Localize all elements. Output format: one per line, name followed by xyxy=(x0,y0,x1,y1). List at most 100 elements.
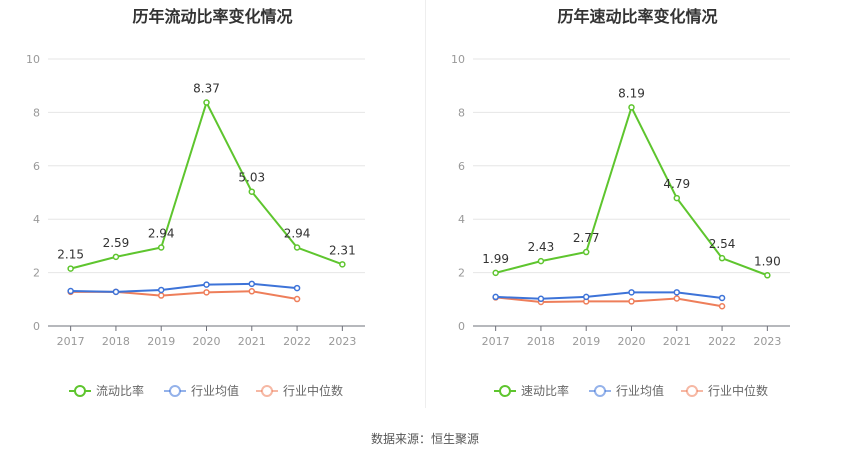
x-tick-label: 2022 xyxy=(708,335,736,348)
legend-circle-marker xyxy=(594,385,606,397)
data-point xyxy=(293,295,301,303)
chart-svg-current-ratio: 0 2 4 6 8 10 2017 2018 2019 2020 2021 2022 2023 2.15 2… xyxy=(26,53,365,398)
legend-item[interactable]: 速动比率 xyxy=(494,383,569,398)
data-label: 2.31 xyxy=(329,243,356,257)
y-tick-label: 2 xyxy=(33,267,40,280)
legend-circle-marker xyxy=(686,385,698,397)
data-label: 2.54 xyxy=(709,237,736,251)
series-line xyxy=(495,291,723,300)
legend-circle-marker xyxy=(169,385,181,397)
y-tick-label: 0 xyxy=(33,320,40,333)
chart-title: 历年流动比率变化情况 xyxy=(132,7,293,26)
data-label: 2.43 xyxy=(528,240,555,254)
legend-circle-marker xyxy=(261,385,273,397)
data-point xyxy=(203,99,210,106)
x-tick-label: 2017 xyxy=(57,335,85,348)
legend-circle-marker xyxy=(74,385,86,397)
legend-label: 行业中位数 xyxy=(708,383,768,398)
data-point xyxy=(157,286,165,294)
data-point xyxy=(492,269,499,277)
data-point xyxy=(628,298,635,305)
data-label: 4.79 xyxy=(663,177,690,191)
x-tick-label: 2019 xyxy=(572,335,600,348)
y-tick-label: 10 xyxy=(451,53,465,66)
x-tick-label: 2017 xyxy=(482,335,510,348)
x-tick-label: 2020 xyxy=(193,335,221,348)
legend-label: 行业均值 xyxy=(616,383,664,398)
legend-item[interactable]: 行业中位数 xyxy=(681,383,768,398)
data-point xyxy=(157,292,165,299)
data-point xyxy=(718,294,726,302)
data-point xyxy=(673,289,681,296)
series-line xyxy=(495,296,723,308)
legend-label: 行业均值 xyxy=(191,383,239,398)
chart-title: 历年速动比率变化情况 xyxy=(557,7,718,26)
data-point xyxy=(157,244,165,251)
data-point xyxy=(718,254,726,262)
data-point xyxy=(112,288,120,296)
data-point xyxy=(67,287,74,295)
data-point xyxy=(628,104,635,111)
data-point xyxy=(293,244,301,251)
data-point xyxy=(293,284,301,292)
y-tick-label: 8 xyxy=(458,106,465,119)
legend-label: 行业中位数 xyxy=(283,383,343,398)
y-tick-label: 8 xyxy=(33,106,40,119)
data-point xyxy=(673,295,681,302)
legend-item[interactable]: 流动比率 xyxy=(69,383,144,398)
x-tick-label: 2021 xyxy=(238,335,266,348)
legend-label: 速动比率 xyxy=(521,383,569,398)
data-label: 5.03 xyxy=(238,171,265,185)
data-label: 2.77 xyxy=(573,231,600,245)
data-source-note: 数据来源：恒生聚源 xyxy=(370,432,479,446)
data-label: 2.59 xyxy=(103,236,130,250)
data-point xyxy=(582,248,590,256)
data-point xyxy=(248,188,256,195)
y-tick-label: 4 xyxy=(458,213,465,226)
x-tick-label: 2019 xyxy=(147,335,175,348)
panel-divider xyxy=(425,0,426,408)
legend-circle-marker xyxy=(499,385,511,397)
data-point xyxy=(628,289,635,296)
x-tick-label: 2023 xyxy=(753,335,781,348)
y-tick-label: 2 xyxy=(458,267,465,280)
data-label: 2.94 xyxy=(284,227,311,241)
y-tick-label: 0 xyxy=(458,320,465,333)
data-point xyxy=(537,295,545,303)
chart-panel-current-ratio: 历年流动比率变化情况 0 2 4 6 8 10 2017 2018 2019 2020 2021 20… xyxy=(0,0,425,420)
data-label: 2.15 xyxy=(57,248,84,262)
legend-item[interactable]: 行业均值 xyxy=(589,383,664,398)
y-tick-label: 6 xyxy=(33,160,40,173)
data-point xyxy=(203,281,210,288)
y-tick-label: 6 xyxy=(458,160,465,173)
data-point xyxy=(673,194,681,202)
legend-item[interactable]: 行业中位数 xyxy=(256,383,343,398)
x-tick-label: 2021 xyxy=(663,335,691,348)
legend-label: 流动比率 xyxy=(96,383,144,398)
data-label: 1.90 xyxy=(754,254,781,268)
x-tick-label: 2022 xyxy=(283,335,311,348)
y-tick-label: 4 xyxy=(33,213,40,226)
data-point xyxy=(248,288,256,295)
data-point xyxy=(764,272,771,279)
data-point xyxy=(492,293,499,301)
x-tick-label: 2023 xyxy=(328,335,356,348)
data-label: 8.19 xyxy=(618,86,645,100)
data-label: 8.37 xyxy=(193,82,220,96)
data-point xyxy=(718,302,726,310)
data-point xyxy=(248,280,256,288)
data-point xyxy=(339,261,346,268)
chart-panel-quick-ratio: 历年速动比率变化情况 0 2 4 6 8 10 2017 2018 2019 2020 2021 20… xyxy=(425,0,850,420)
legend-item[interactable]: 行业均值 xyxy=(164,383,239,398)
data-label: 2.94 xyxy=(148,227,175,241)
data-point xyxy=(203,289,210,296)
x-tick-label: 2020 xyxy=(618,335,646,348)
x-tick-label: 2018 xyxy=(527,335,555,348)
chart-svg-quick-ratio: 0 2 4 6 8 10 2017 2018 2019 2020 2021 2022 2023 1.99 2… xyxy=(451,53,790,398)
data-point xyxy=(67,265,74,272)
series-line xyxy=(70,282,298,293)
data-point xyxy=(112,253,120,261)
data-point xyxy=(537,257,545,265)
data-label: 1.99 xyxy=(482,252,509,266)
x-tick-label: 2018 xyxy=(102,335,130,348)
